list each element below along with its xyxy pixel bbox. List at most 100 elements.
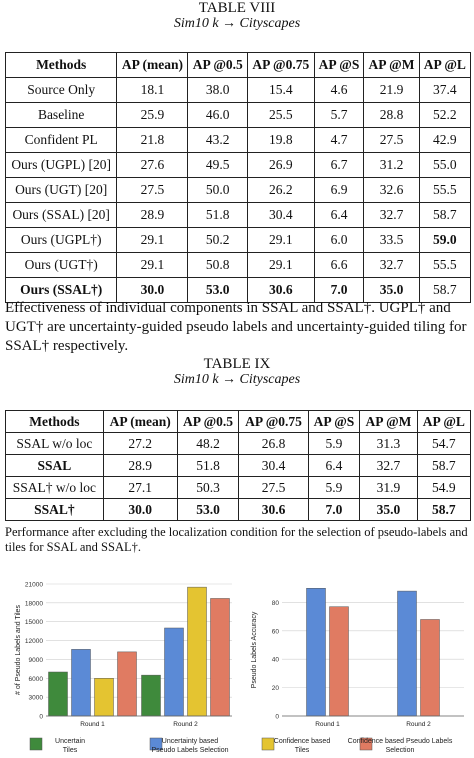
method-cell: Ours (UGT†) xyxy=(4,252,118,278)
method-cell: Ours (UGT) [20] xyxy=(4,177,118,203)
bar xyxy=(420,619,440,717)
column-header: AP @0.5 xyxy=(187,52,249,78)
y-tick-label: 60 xyxy=(272,628,280,635)
table-row: Ours (UGPL) [20] 27.6 49.5 26.9 6.7 31.2 55.0 xyxy=(4,152,472,178)
value-cell: 27.6 xyxy=(116,152,189,178)
value-cell: 30.0 xyxy=(116,277,189,303)
value-cell: 48.2 xyxy=(176,432,240,455)
y-tick-label: 6000 xyxy=(29,676,44,683)
y-tick-label: 40 xyxy=(272,657,280,664)
y-tick-label: 80 xyxy=(272,600,280,607)
value-cell: 32.7 xyxy=(363,202,420,228)
column-header: AP @0.5 xyxy=(176,410,240,433)
method-cell: Source Only xyxy=(4,77,118,103)
value-cell: 21.9 xyxy=(363,77,420,103)
value-cell: 15.4 xyxy=(247,77,315,103)
legend-label: Tiles xyxy=(295,747,310,754)
bar xyxy=(141,674,161,717)
legend-label: Tiles xyxy=(63,747,78,754)
table9-note: Performance after excluding the localiza… xyxy=(5,525,468,554)
legend-label: Uncertainty based xyxy=(162,738,219,745)
value-cell: 54.9 xyxy=(416,476,472,499)
value-cell: 6.4 xyxy=(307,454,361,477)
bar xyxy=(48,671,68,717)
legend-label: Confidence based Pseudo Labels xyxy=(348,738,453,745)
legend-swatch xyxy=(29,737,43,751)
bar xyxy=(329,606,349,717)
table8-caption: TABLE VIII Sim10 k → Cityscapes xyxy=(0,0,474,32)
column-header: AP @S xyxy=(313,52,365,78)
method-cell: SSAL w/o loc xyxy=(5,432,104,455)
method-cell: Ours (SSAL†) xyxy=(4,277,118,303)
legend-label: Pseudo Labels Selection xyxy=(151,747,228,754)
value-cell: 27.5 xyxy=(116,177,189,203)
value-cell: 26.2 xyxy=(247,177,315,203)
value-cell: 7.0 xyxy=(307,498,361,521)
y-axis-label: # of Pseudo Labels and Tiles xyxy=(15,605,22,695)
value-cell: 55.0 xyxy=(418,152,472,178)
value-cell: 58.7 xyxy=(418,202,472,228)
method-cell: Baseline xyxy=(4,102,118,128)
value-cell: 55.5 xyxy=(418,177,472,203)
column-header: Methods xyxy=(4,52,118,78)
table-row: Ours (SSAL†) 30.0 53.0 30.6 7.0 35.0 58.7 xyxy=(4,277,472,303)
value-cell: 18.1 xyxy=(116,77,189,103)
y-tick-label: 15000 xyxy=(25,619,43,626)
y-tick-label: 3000 xyxy=(29,695,44,702)
table9-subtitle: Sim10 k → Cityscapes xyxy=(173,372,301,387)
value-cell: 31.9 xyxy=(359,476,418,499)
value-cell: 27.5 xyxy=(363,127,420,153)
table-row: SSAL† w/o loc 27.1 50.3 27.5 5.9 31.9 54.9 xyxy=(5,476,472,499)
value-cell: 19.8 xyxy=(247,127,315,153)
value-cell: 53.0 xyxy=(176,498,240,521)
pseudo-label-accuracy-chart: 0 20 40 60 80 Pseudo Labels Accuracy Round 1 Ro… xyxy=(251,588,464,728)
bar xyxy=(94,678,114,717)
value-cell: 25.5 xyxy=(247,102,315,128)
value-cell: 28.9 xyxy=(102,454,178,477)
table-row: Ours (UGT†) 29.1 50.8 29.1 6.6 32.7 55.5 xyxy=(4,252,472,278)
value-cell: 58.7 xyxy=(418,277,472,303)
y-tick-label: 18000 xyxy=(25,600,43,607)
value-cell: 5.9 xyxy=(307,432,361,455)
bar xyxy=(71,649,91,717)
value-cell: 32.6 xyxy=(363,177,420,203)
method-cell: Confident PL xyxy=(4,127,118,153)
value-cell: 50.2 xyxy=(187,227,249,253)
column-header: AP @L xyxy=(416,410,472,433)
value-cell: 54.7 xyxy=(416,432,472,455)
value-cell: 27.5 xyxy=(238,476,309,499)
legend-swatch xyxy=(359,737,373,751)
y-tick-label: 21000 xyxy=(25,582,43,589)
value-cell: 42.9 xyxy=(418,127,472,153)
table-row: SSAL w/o loc 27.2 48.2 26.8 5.9 31.3 54.7 xyxy=(5,432,472,455)
value-cell: 6.7 xyxy=(313,152,365,178)
table9-header-row: Methods AP (mean) AP @0.5 AP @0.75 AP @S AP @… xyxy=(5,410,472,433)
value-cell: 26.8 xyxy=(238,432,309,455)
value-cell: 29.1 xyxy=(116,252,189,278)
value-cell: 50.8 xyxy=(187,252,249,278)
table-row: Confident PL 21.8 43.2 19.8 4.7 27.5 42.9 xyxy=(4,127,472,153)
table8-subtitle: Sim10 k → Cityscapes xyxy=(173,16,301,31)
value-cell: 4.6 xyxy=(313,77,365,103)
value-cell: 50.0 xyxy=(187,177,249,203)
y-tick-label: 12000 xyxy=(25,638,43,645)
value-cell: 38.0 xyxy=(187,77,249,103)
table-row: SSAL† 30.0 53.0 30.6 7.0 35.0 58.7 xyxy=(5,498,472,521)
value-cell: 29.1 xyxy=(247,227,315,253)
table9: Methods AP (mean) AP @0.5 AP @0.75 AP @S AP @… xyxy=(5,410,472,521)
method-cell: Ours (UGPL) [20] xyxy=(4,152,118,178)
column-header: AP (mean) xyxy=(116,52,189,78)
column-header: AP @L xyxy=(418,52,472,78)
value-cell: 30.0 xyxy=(102,498,178,521)
value-cell: 37.4 xyxy=(418,77,472,103)
value-cell: 4.7 xyxy=(313,127,365,153)
method-cell: SSAL xyxy=(5,454,104,477)
value-cell: 33.5 xyxy=(363,227,420,253)
table-row: Baseline 25.9 46.0 25.5 5.7 28.8 52.2 xyxy=(4,102,472,128)
value-cell: 28.8 xyxy=(363,102,420,128)
value-cell: 6.6 xyxy=(313,252,365,278)
value-cell: 31.2 xyxy=(363,152,420,178)
bar xyxy=(187,586,207,717)
value-cell: 51.8 xyxy=(187,202,249,228)
table-row: Ours (UGT) [20] 27.5 50.0 26.2 6.9 32.6 55.5 xyxy=(4,177,472,203)
